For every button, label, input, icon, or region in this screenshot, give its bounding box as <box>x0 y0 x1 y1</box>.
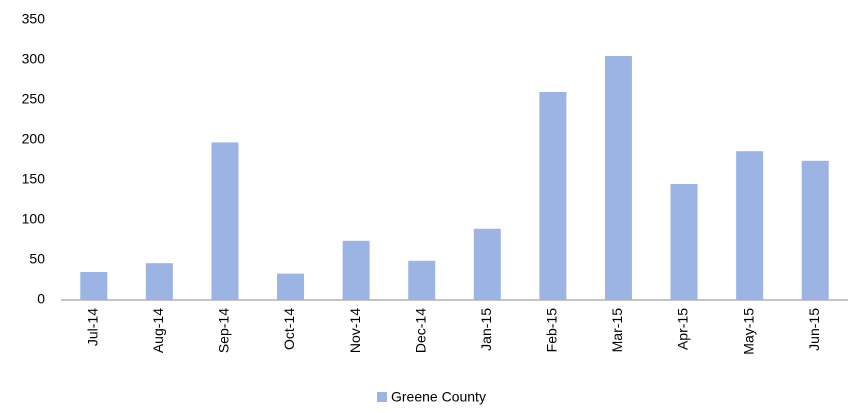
y-tick-label: 150 <box>22 171 46 187</box>
x-tick-label: Feb-15 <box>544 308 560 353</box>
x-tick-label: Mar-15 <box>609 308 625 353</box>
x-tick-label: Nov-14 <box>347 308 363 353</box>
bar <box>211 142 239 300</box>
x-tick-label: Dec-14 <box>412 308 428 353</box>
x-tick-label: Jun-15 <box>806 308 822 351</box>
x-tick-label: Apr-15 <box>675 308 691 350</box>
bar <box>604 56 632 300</box>
legend-swatch <box>377 392 387 402</box>
y-tick-label: 100 <box>22 211 46 227</box>
y-tick-label: 300 <box>22 51 46 67</box>
x-tick-label: Oct-14 <box>281 308 297 350</box>
bar <box>670 184 698 300</box>
x-tick-label: Jul-14 <box>84 308 100 346</box>
bar <box>80 272 108 300</box>
bar <box>539 92 567 300</box>
y-tick-label: 200 <box>22 131 46 147</box>
legend-label: Greene County <box>391 389 486 405</box>
y-tick-label: 350 <box>22 11 46 27</box>
bar <box>342 240 370 300</box>
bar <box>473 228 501 300</box>
bar <box>736 151 764 300</box>
y-tick-label: 250 <box>22 91 46 107</box>
x-tick-label: Aug-14 <box>150 308 166 353</box>
y-tick-label: 0 <box>37 291 45 307</box>
y-tick-label: 50 <box>29 251 45 267</box>
bar <box>277 273 305 300</box>
bar <box>408 260 436 300</box>
x-tick-label: Sep-14 <box>216 308 232 353</box>
x-tick-label: May-15 <box>740 308 756 355</box>
bar <box>801 160 829 300</box>
x-tick-label: Jan-15 <box>478 308 494 351</box>
bar <box>145 263 173 300</box>
